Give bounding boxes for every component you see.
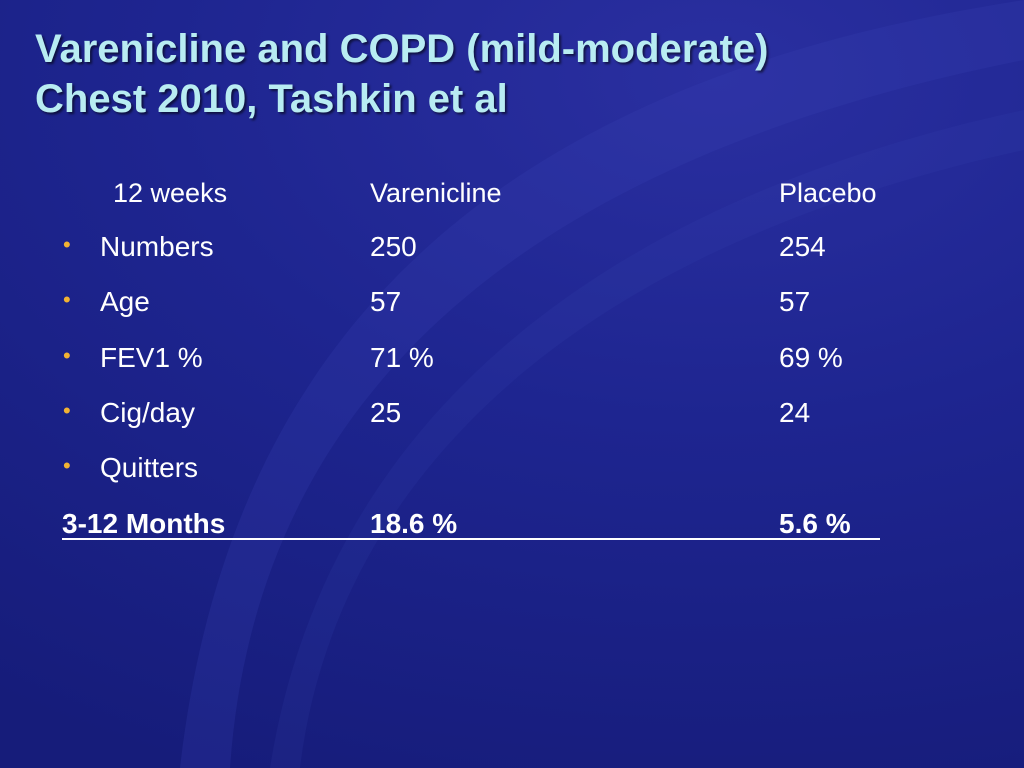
header-varenicline: Varenicline bbox=[370, 178, 502, 208]
summary-label: 3-12 Months bbox=[62, 508, 226, 539]
slide-title: Varenicline and COPD (mild-moderate) Che… bbox=[35, 24, 995, 124]
table-header: 12 weeks Varenicline Placebo bbox=[0, 173, 1024, 213]
row-label: FEV1 % bbox=[100, 342, 203, 373]
summary-placebo: 5.6 % bbox=[779, 508, 851, 539]
header-period: 12 weeks bbox=[113, 178, 228, 208]
bullet-dot-icon: • bbox=[63, 287, 71, 312]
table-row-quitters: • Quitters bbox=[0, 448, 1024, 488]
row-label: Quitters bbox=[100, 452, 199, 483]
table-row-age: • Age 57 57 bbox=[0, 282, 1024, 322]
table-summary-row: 3-12 Months 18.6 % 5.6 % bbox=[0, 504, 1024, 544]
bullet-dot-icon: • bbox=[63, 453, 71, 478]
summary-varenicline: 18.6 % bbox=[370, 508, 458, 539]
header-placebo: Placebo bbox=[779, 178, 877, 208]
row-varenicline: 71 % bbox=[370, 342, 434, 373]
row-label: Numbers bbox=[100, 231, 214, 262]
title-line-1: Varenicline and COPD (mild-moderate) bbox=[35, 27, 769, 71]
row-varenicline: 250 bbox=[370, 231, 417, 262]
row-varenicline: 57 bbox=[370, 286, 402, 317]
row-label: Cig/day bbox=[100, 397, 195, 428]
row-placebo: 69 % bbox=[779, 342, 843, 373]
title-line-2: Chest 2010, Tashkin et al bbox=[35, 77, 508, 121]
row-placebo: 254 bbox=[779, 231, 826, 262]
bullet-dot-icon: • bbox=[63, 232, 71, 257]
table-row-cig-day: • Cig/day 25 24 bbox=[0, 393, 1024, 433]
bullet-dot-icon: • bbox=[63, 343, 71, 368]
bullet-dot-icon: • bbox=[63, 398, 71, 423]
summary-underline bbox=[62, 538, 880, 540]
row-varenicline: 25 bbox=[370, 397, 402, 428]
row-placebo: 24 bbox=[779, 397, 811, 428]
table-row-numbers: • Numbers 250 254 bbox=[0, 227, 1024, 267]
row-label: Age bbox=[100, 286, 150, 317]
row-placebo: 57 bbox=[779, 286, 811, 317]
table-row-fev1: • FEV1 % 71 % 69 % bbox=[0, 338, 1024, 378]
